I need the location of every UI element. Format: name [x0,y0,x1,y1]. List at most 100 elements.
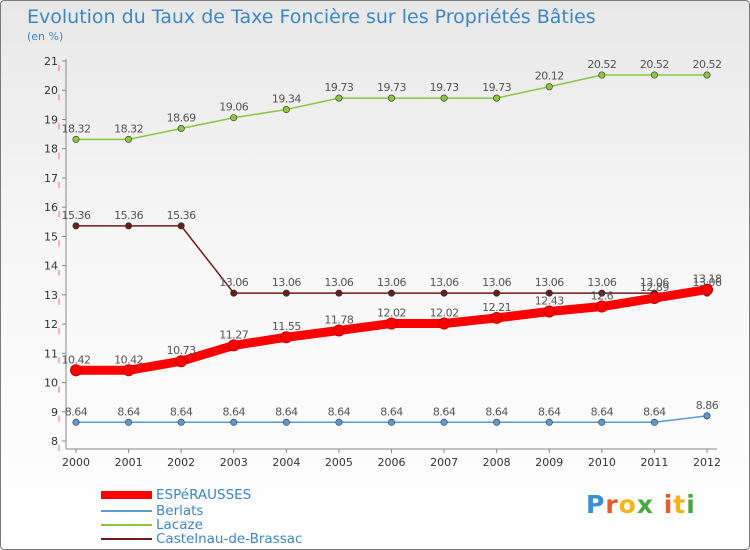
y-tick-label: 10 [44,377,58,390]
data-label: 8.64 [591,405,614,418]
data-label: 8.64 [223,405,246,418]
data-label: 8.64 [433,405,456,418]
y-tick-label: 14 [44,260,58,273]
data-label: 12.89 [640,281,669,294]
data-label: 8.64 [328,405,351,418]
data-point [545,83,553,91]
x-tick-label: 2006 [378,456,406,469]
data-label: 20.12 [535,70,564,83]
data-label: 13.06 [219,276,248,289]
x-tick-label: 2012 [693,456,721,469]
data-point [650,71,658,79]
data-point [387,289,395,297]
legend-label: Berlats [156,503,204,519]
legend-label: Lacaze [156,517,203,533]
data-point [227,339,240,352]
data-label: 19.06 [219,101,248,114]
data-point [545,418,553,426]
data-point [230,418,238,426]
data-point [72,418,80,426]
data-point [493,94,501,102]
y-tick-label: 15 [44,230,58,243]
data-point [122,364,135,377]
data-point [385,317,398,330]
data-label: 19.34 [272,93,301,106]
data-label: 12.43 [535,295,564,308]
data-label: 8.64 [538,405,561,418]
data-point [125,135,133,143]
proxiti-logo: Prox iti [586,490,696,519]
data-point [703,412,711,420]
data-label: 19.73 [377,81,406,94]
data-point [701,283,713,296]
data-point [650,418,658,426]
data-point [72,135,80,143]
legend-label: ESPéRAUSSES [156,487,252,503]
y-tick-label: 8 [51,435,58,448]
x-tick-label: 2003 [220,456,248,469]
data-point [282,418,290,426]
legend-item: Berlats [101,503,203,519]
data-point [335,418,343,426]
data-label: 11.55 [272,320,301,333]
unit-label: (en %) [27,30,64,43]
data-point [280,331,293,344]
data-label: 8.64 [275,405,298,418]
data-label: 12.02 [377,306,406,319]
data-point [598,71,606,79]
data-label: 13.06 [324,276,353,289]
data-point [177,222,185,230]
y-tick-label: 17 [44,172,58,185]
data-point [125,418,133,426]
data-label: 13.06 [377,276,406,289]
legend-label: Castelnau-de-Brassac [156,531,303,547]
x-tick-label: 2002 [167,456,195,469]
y-tick-label: 16 [44,201,58,214]
data-point [595,300,608,313]
data-label: 10.73 [167,344,196,357]
data-label: 8.86 [696,399,719,412]
y-tick-label: 9 [51,406,58,419]
data-label: 10.42 [114,353,143,366]
data-point [598,289,606,297]
data-label: 11.27 [219,328,248,341]
data-point [543,305,556,318]
data-point [70,364,82,377]
data-point [387,94,395,102]
data-point [545,289,553,297]
data-point [230,114,238,122]
data-label: 20.52 [587,58,616,71]
legend-item: ESPéRAUSSES [101,487,251,503]
data-label: 15.36 [167,209,196,222]
x-tick-label: 2000 [62,456,90,469]
data-label: 20.52 [693,58,722,71]
x-tick-label: 2009 [535,456,563,469]
chart-title: Evolution du Taux de Taxe Foncière sur l… [27,6,596,28]
data-point [72,222,80,230]
data-label: 12.02 [430,306,459,319]
data-point [335,94,343,102]
data-label: 15.36 [62,209,91,222]
data-label: 19.73 [482,81,511,94]
x-tick-label: 2005 [325,456,353,469]
data-point [387,418,395,426]
data-label: 12.6 [591,290,614,303]
data-label: 13.06 [272,276,301,289]
data-label: 8.64 [485,405,508,418]
data-label: 8.64 [117,405,140,418]
data-label: 12.21 [482,301,511,314]
data-point [493,289,501,297]
legend-swatch [101,524,152,526]
data-label: 13.06 [693,276,722,289]
data-point [440,418,448,426]
data-label: 13.18 [693,273,722,286]
y-tick-label: 13 [44,289,58,302]
data-label: 13.06 [482,276,511,289]
data-label: 13.06 [640,276,669,289]
data-point [440,289,448,297]
data-label: 15.36 [114,209,143,222]
x-tick-label: 2011 [640,456,668,469]
data-label: 8.64 [643,405,666,418]
data-point [490,311,503,324]
